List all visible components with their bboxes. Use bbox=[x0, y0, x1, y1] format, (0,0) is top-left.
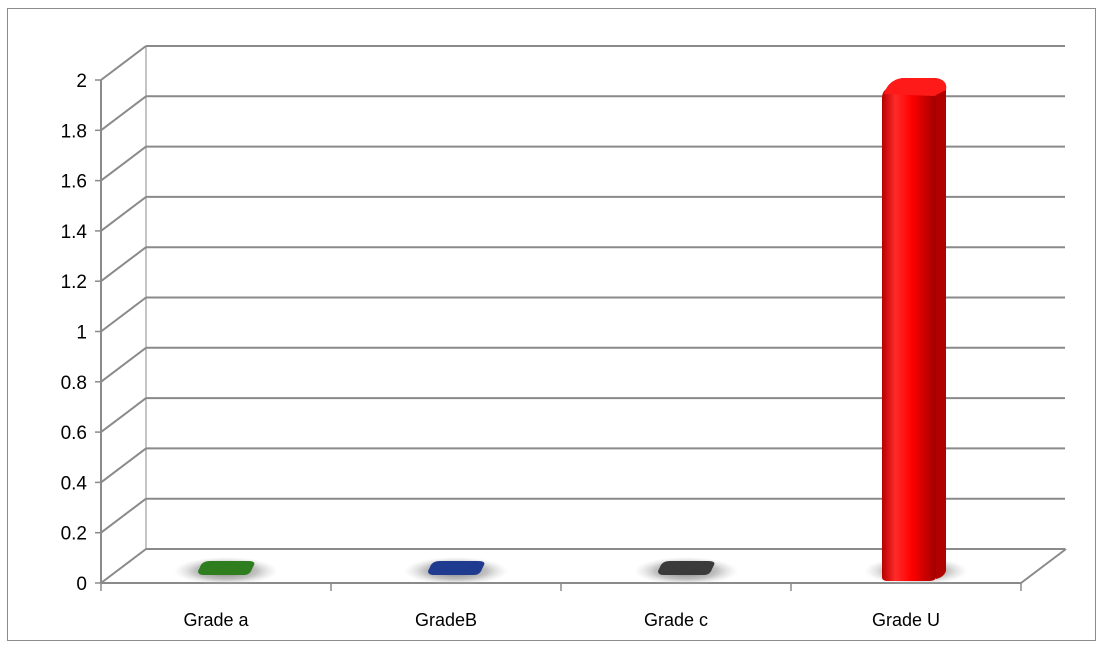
gridline-depth bbox=[100, 447, 147, 484]
bar-side bbox=[936, 86, 946, 579]
y-tick-label: 0.6 bbox=[61, 423, 87, 444]
gridline-depth bbox=[100, 296, 147, 333]
gridline-depth bbox=[100, 347, 147, 383]
bar bbox=[882, 86, 936, 581]
bar bbox=[198, 561, 255, 575]
y-tick-label: 1.2 bbox=[61, 272, 87, 293]
y-tick-label: 1.4 bbox=[61, 222, 88, 243]
y-tick-label: 0.4 bbox=[61, 473, 88, 494]
y-tick-label: 1.8 bbox=[61, 121, 87, 142]
gridline-depth bbox=[100, 145, 147, 182]
y-tick-label: 0.8 bbox=[61, 373, 87, 394]
bar-top bbox=[884, 78, 947, 96]
gridline-depth bbox=[100, 246, 147, 282]
x-tick-label: Grade U bbox=[872, 610, 940, 630]
y-tick-label: 0 bbox=[76, 574, 87, 595]
x-tick-label: Grade a bbox=[183, 610, 249, 630]
gridline-depth bbox=[100, 95, 147, 132]
gridline-depth bbox=[100, 497, 147, 534]
x-tick-label: GradeB bbox=[415, 610, 477, 630]
gridline-depth bbox=[100, 397, 147, 433]
y-tick-label: 1 bbox=[76, 323, 87, 344]
bar bbox=[658, 561, 715, 575]
y-tick-label: 0.2 bbox=[61, 524, 87, 545]
gridline-depth bbox=[100, 548, 147, 584]
y-tick-label: 1.6 bbox=[61, 172, 87, 193]
bar bbox=[428, 561, 485, 575]
y-tick-label: 2 bbox=[76, 71, 87, 92]
gridline-depth bbox=[100, 45, 147, 81]
x-tick-label: Grade c bbox=[644, 610, 708, 630]
floor-right-edge bbox=[1020, 548, 1067, 584]
gridline-depth bbox=[100, 196, 147, 232]
